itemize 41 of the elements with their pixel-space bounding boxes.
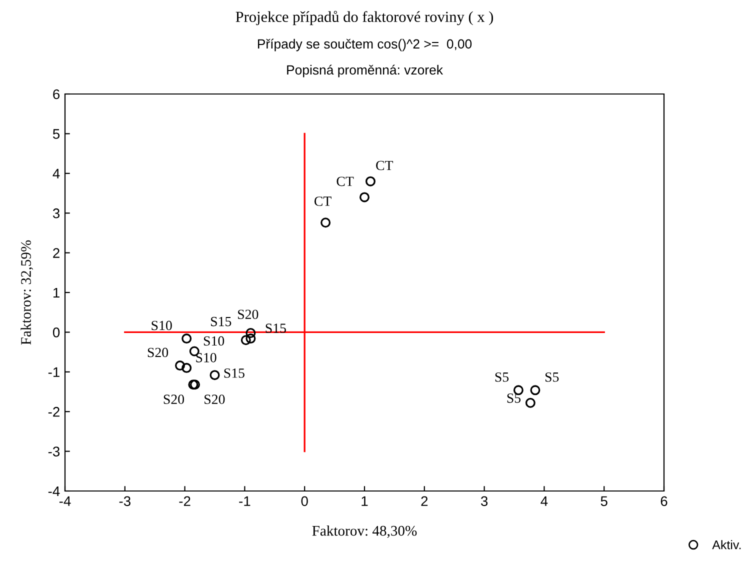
y-tick-label: 2 xyxy=(53,248,60,258)
chart-title: Projekce případů do faktorové roviny ( x ) xyxy=(236,10,494,26)
y-axis-title: Faktorov: 32,59% xyxy=(20,240,34,345)
data-label: S20 xyxy=(238,310,258,320)
y-tick-label: 3 xyxy=(52,208,60,218)
y-tick-label: 1 xyxy=(53,288,60,298)
y-tick-label: -3 xyxy=(48,446,60,456)
y-tick-label: 6 xyxy=(53,89,60,100)
data-label: S20 xyxy=(164,394,184,404)
data-label: S20 xyxy=(148,348,168,358)
legend-label: Aktiv. xyxy=(712,540,741,550)
x-tick-label: 1 xyxy=(362,496,368,506)
data-label: S10 xyxy=(196,352,216,362)
x-tick-label: -3 xyxy=(119,496,130,506)
x-tick-label: 2 xyxy=(421,496,428,506)
y-tick-label: -1 xyxy=(48,367,60,377)
data-label: S10 xyxy=(204,336,224,346)
y-tick-label: -4 xyxy=(48,486,60,496)
y-tick-label: -2 xyxy=(48,406,60,417)
x-axis-title: Faktorov: 48,30% xyxy=(312,525,417,538)
x-tick-label: -2 xyxy=(179,496,190,506)
data-label: CT xyxy=(314,196,332,206)
data-label: S5 xyxy=(495,372,509,382)
y-tick-label: 0 xyxy=(52,328,60,338)
data-label: S15 xyxy=(211,316,232,326)
data-label: S10 xyxy=(152,320,172,330)
data-label: S20 xyxy=(204,394,225,404)
x-tick-label: -1 xyxy=(239,496,250,506)
data-label: CT xyxy=(376,160,394,170)
x-tick-label: 5 xyxy=(600,496,608,506)
x-tick-label: 6 xyxy=(660,496,668,506)
x-tick-label: 4 xyxy=(540,496,548,506)
x-tick-label: 3 xyxy=(480,496,488,506)
y-tick-label: 5 xyxy=(52,129,60,139)
x-tick-label: 0 xyxy=(301,496,308,506)
data-label: S5 xyxy=(545,372,559,382)
data-label: S15 xyxy=(266,324,286,333)
data-label: S15 xyxy=(224,368,244,378)
data-label: CT xyxy=(336,176,354,186)
chart-subtitle: Případy se součtem cos()^2 >= 0,00 Popisná proměnná: vzorek xyxy=(258,38,472,78)
y-tick-label: 4 xyxy=(52,168,60,178)
